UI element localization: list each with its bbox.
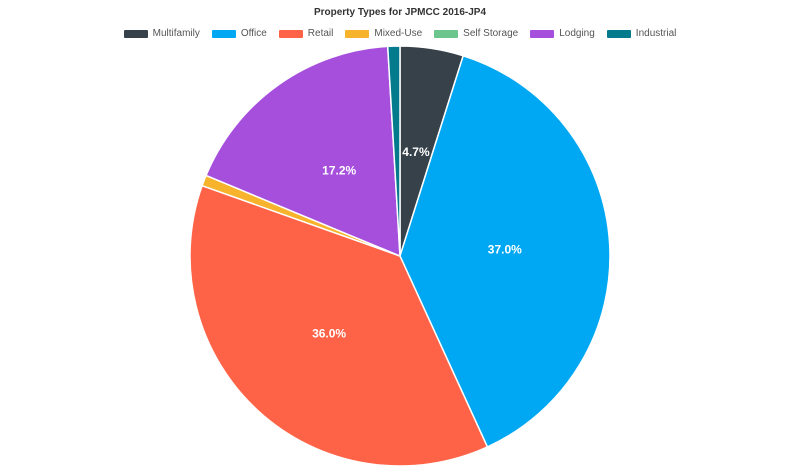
legend-swatch — [530, 29, 555, 38]
legend-label: Mixed-Use — [374, 28, 423, 39]
legend-swatch — [606, 29, 631, 38]
legend-swatch — [123, 29, 148, 38]
legend-item-retail[interactable]: Retail — [278, 28, 334, 39]
legend-item-mixed-use[interactable]: Mixed-Use — [345, 28, 422, 39]
legend-label: Office — [240, 28, 267, 39]
legend-swatch — [434, 29, 459, 38]
slice-label-office: 37.0% — [488, 243, 522, 257]
legend-swatch — [345, 29, 370, 38]
chart-legend: Multifamily Office Retail Mixed-Use Self Sto… — [0, 28, 800, 39]
legend-swatch — [278, 29, 303, 38]
legend-item-multifamily[interactable]: Multifamily — [123, 28, 200, 39]
legend-item-industrial[interactable]: Industrial — [606, 28, 677, 39]
slice-label-multifamily: 4.7% — [402, 145, 430, 159]
legend-item-lodging[interactable]: Lodging — [530, 28, 595, 39]
legend-label: Self Storage — [463, 28, 519, 39]
chart-title: Property Types for JPMCC 2016-JP4 — [313, 7, 487, 18]
pie-slice-retail[interactable] — [189, 184, 489, 467]
legend-label: Industrial — [635, 28, 677, 39]
pie-slice-office[interactable] — [399, 54, 611, 448]
pie-slice-lodging[interactable] — [205, 45, 401, 258]
legend-label: Multifamily — [152, 28, 200, 39]
pie-slice-industrial[interactable] — [386, 45, 401, 257]
legend-label: Retail — [307, 28, 334, 39]
slice-label-retail: 36.0% — [312, 326, 346, 340]
legend-swatch — [211, 29, 236, 38]
legend-item-self-storage[interactable]: Self Storage — [434, 28, 518, 39]
slice-label-lodging: 17.2% — [322, 163, 356, 177]
legend-label: Lodging — [559, 28, 595, 39]
legend-item-office[interactable]: Office — [211, 28, 267, 39]
